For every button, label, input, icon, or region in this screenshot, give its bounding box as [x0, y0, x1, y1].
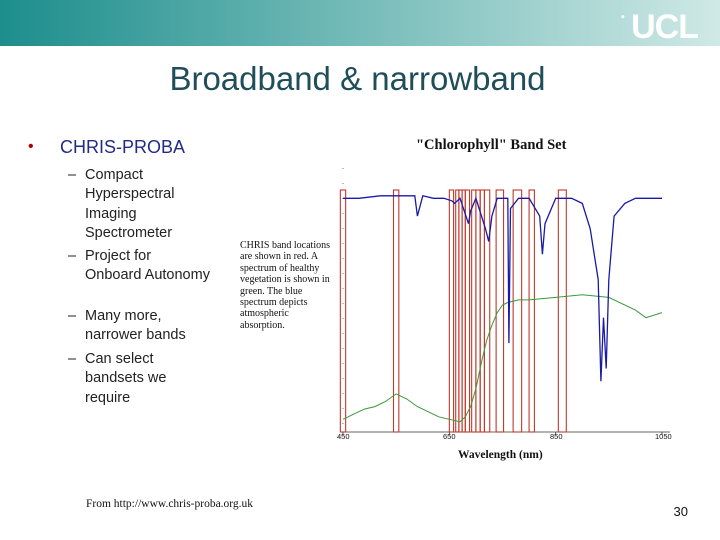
band-rect: [512, 189, 523, 433]
x-tick-label: 650: [443, 432, 456, 441]
subitem-text: Project for Onboard Autonomy: [85, 248, 210, 284]
subitem-dash: –: [68, 248, 77, 264]
source-citation: From http://www.chris-proba.org.uk: [86, 498, 254, 510]
band-rect: [464, 189, 471, 433]
band-rect: [479, 189, 485, 433]
band-rect: [475, 189, 481, 433]
subitem-text: Compact Hyperspectral Imaging Spectromet…: [85, 167, 175, 242]
x-tick-label: 1050: [655, 432, 672, 441]
x-tick-label: 850: [550, 432, 563, 441]
subitem-dash: –: [68, 167, 77, 183]
subitem-dash: –: [68, 308, 77, 324]
page-number: 30: [673, 504, 688, 519]
atmosphere-spectrum-line: [343, 195, 662, 382]
ucl-logo: • UCL: [621, 8, 699, 47]
band-rect: [495, 189, 505, 433]
header-banner: [0, 0, 720, 46]
band-rect: [339, 189, 347, 433]
subitem-text: Can select bandsets we require: [85, 351, 167, 406]
bullet-marker: •: [28, 138, 34, 155]
band-rect: [557, 189, 567, 433]
subitem-dash: –: [68, 351, 77, 367]
vegetation-spectrum-line: [342, 294, 663, 423]
band-rect: [483, 189, 491, 433]
x-tick-label: 450: [337, 432, 350, 441]
subitem-text: Many more, narrower bands: [85, 308, 186, 344]
slide-title: Broadband & narrowband: [169, 60, 546, 97]
band-rect: [528, 189, 535, 433]
logo-mark: •: [621, 12, 624, 23]
bullet-chris-proba: CHRIS-PROBA: [60, 137, 186, 157]
band-rect: [448, 189, 455, 433]
chart-title: "Chlorophyll" Band Set: [416, 137, 567, 153]
chart-caption: CHRIS band locations are shown in red. A…: [240, 240, 330, 331]
band-rect: [392, 189, 400, 433]
logo-text: UCL: [631, 8, 699, 46]
x-axis-label: Wavelength (nm): [458, 449, 543, 461]
